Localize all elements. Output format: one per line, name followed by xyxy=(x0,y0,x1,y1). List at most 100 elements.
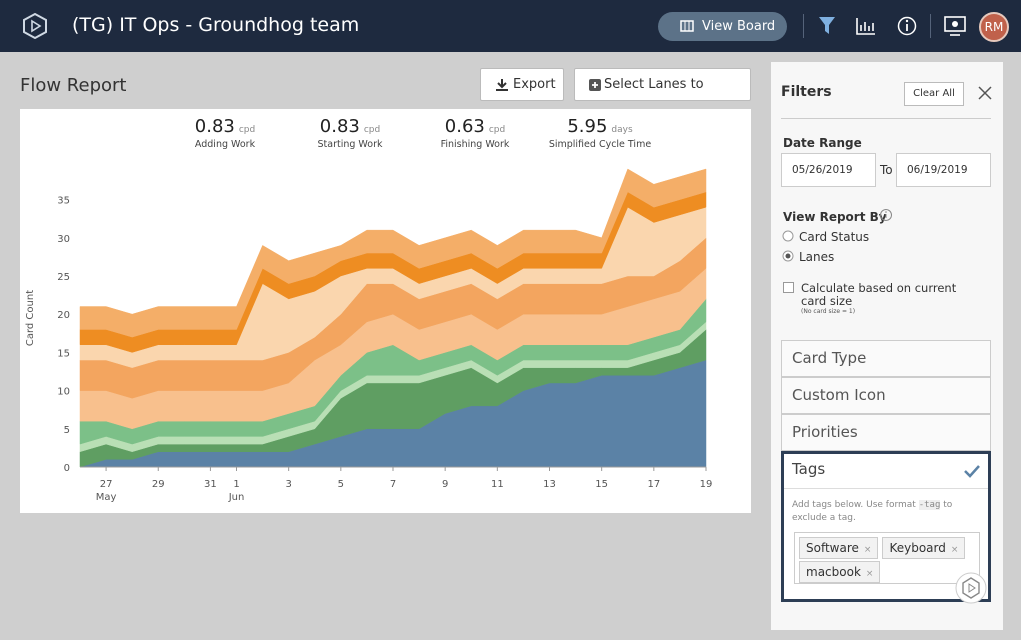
tag-remove[interactable]: × xyxy=(865,569,874,579)
tags-hint: Add tags below. Use format -tag to exclu… xyxy=(792,499,982,525)
y-tick-label: 10 xyxy=(57,387,70,398)
y-tick-label: 0 xyxy=(64,463,70,474)
metric-unit: cpd xyxy=(363,125,381,135)
x-tick-label: 11 xyxy=(491,479,504,490)
metric-unit: cpd xyxy=(238,125,256,135)
metric: 0.63 cpd Finishing Work xyxy=(400,116,550,150)
x-tick-label: 17 xyxy=(647,479,660,490)
filter-section[interactable]: Card Type xyxy=(781,340,991,377)
radio-option[interactable]: Card Status xyxy=(799,230,870,244)
calculate-note: (No card size = 1) xyxy=(801,308,856,315)
x-tick-label: 15 xyxy=(595,479,608,490)
checkbox[interactable] xyxy=(783,282,794,293)
metric: 0.83 cpd Starting Work xyxy=(275,116,425,150)
plus-icon xyxy=(589,79,601,91)
date-range-label: Date Range xyxy=(783,136,862,150)
metric-label: Adding Work xyxy=(194,139,256,150)
info-icon xyxy=(880,209,892,221)
logo xyxy=(23,13,47,39)
x-tick-label: 13 xyxy=(543,479,556,490)
area xyxy=(79,168,707,338)
y-tick-label: 25 xyxy=(57,272,70,283)
radio-buttons[interactable] xyxy=(782,230,794,262)
filters-title: Filters xyxy=(781,84,832,100)
to-label: To xyxy=(880,163,893,177)
metric-row: 0.83 cpd xyxy=(275,116,425,137)
metric-value: 0.83 xyxy=(319,116,360,137)
tag-remove[interactable]: × xyxy=(950,545,959,555)
metric-value: 5.95 xyxy=(567,116,608,137)
filter-section[interactable]: Custom Icon xyxy=(781,377,991,414)
x-tick-label: 19 xyxy=(700,479,713,490)
report-icon[interactable] xyxy=(856,17,876,35)
x-month-label: May xyxy=(96,492,117,503)
hint: Add tags below. Use format xyxy=(792,500,916,510)
divider xyxy=(803,14,804,38)
metric-unit: days xyxy=(611,125,633,135)
check-icon xyxy=(964,465,980,478)
radio-option[interactable]: Lanes xyxy=(799,250,835,264)
export-label: Export xyxy=(513,77,556,92)
filters-panel: Filters Clear All Date Range 05/26/2019 … xyxy=(771,62,1003,630)
y-tick-label: 20 xyxy=(57,310,70,321)
metric-row: 5.95 days xyxy=(525,116,675,137)
start-date-input[interactable]: 05/26/2019 xyxy=(781,153,876,187)
tag[interactable]: Software × xyxy=(799,537,879,559)
metric-label: Simplified Cycle Time xyxy=(548,139,652,150)
end-date-input[interactable]: 06/19/2019 xyxy=(896,153,991,187)
metric-unit: cpd xyxy=(488,125,506,135)
y-axis-label: Card Count xyxy=(25,290,36,346)
y-tick-label: 5 xyxy=(64,425,70,436)
x-tick-label: 31 xyxy=(204,479,217,490)
report-card: 0.83 cpd Adding Work 0.83 cpd Starting Work 0.… xyxy=(20,109,751,513)
tag-text: macbook xyxy=(806,565,861,579)
metric-value: 0.83 xyxy=(194,116,235,137)
metric: 5.95 days Simplified Cycle Time xyxy=(525,116,675,150)
tag-text: Keyboard xyxy=(889,541,946,555)
x-tick-label: 5 xyxy=(338,479,344,490)
tag[interactable]: macbook × xyxy=(799,561,881,583)
x-tick-label: 7 xyxy=(390,479,396,490)
account-icon[interactable] xyxy=(944,15,966,37)
export-button[interactable]: Export xyxy=(480,68,564,101)
filter-section[interactable]: Priorities xyxy=(781,414,991,451)
x-month-label: Jun xyxy=(228,492,245,503)
metric: 0.83 cpd Adding Work xyxy=(150,116,300,150)
divider xyxy=(781,118,991,119)
tag-remove[interactable]: × xyxy=(863,545,872,555)
divider xyxy=(784,488,988,489)
tag[interactable]: Keyboard × xyxy=(882,537,966,559)
info-icon[interactable] xyxy=(897,16,917,36)
clear-all-button[interactable]: Clear All xyxy=(904,82,964,106)
x-tick-label: 3 xyxy=(285,479,291,490)
metric-label: Starting Work xyxy=(317,139,383,150)
board-icon xyxy=(680,20,694,32)
top-bar: (TG) IT Ops - Groundhog team View Board … xyxy=(0,0,1021,52)
y-tick-label: 30 xyxy=(57,234,70,245)
divider xyxy=(930,14,931,38)
x-tick-label: 9 xyxy=(442,479,448,490)
report-title: Flow Report xyxy=(20,75,127,96)
tags-title[interactable]: Tags xyxy=(792,460,826,478)
view-by-label: View Report By xyxy=(783,210,887,224)
tag-text: Software xyxy=(806,541,859,555)
avatar[interactable]: RM xyxy=(979,12,1009,42)
close-icon[interactable] xyxy=(978,86,992,100)
metric-value: 0.63 xyxy=(444,116,485,137)
metric-row: 0.63 cpd xyxy=(400,116,550,137)
board-title: (TG) IT Ops - Groundhog team xyxy=(72,14,360,36)
calculate-label: Calculate based on current card size xyxy=(801,281,957,308)
view-board-button[interactable]: View Board xyxy=(658,12,787,41)
metric-row: 0.83 cpd xyxy=(150,116,300,137)
x-tick-label: 27 xyxy=(100,479,113,490)
help-launcher[interactable] xyxy=(955,572,987,604)
y-tick-label: 15 xyxy=(57,348,70,359)
tags-input[interactable]: Software × Keyboard ×macbook × xyxy=(794,532,980,584)
hint: to exclude a tag. xyxy=(792,500,953,523)
x-tick-label: 1 xyxy=(233,479,239,490)
filter-icon[interactable] xyxy=(818,16,836,36)
download-icon xyxy=(496,79,508,91)
x-tick-label: 29 xyxy=(152,479,165,490)
